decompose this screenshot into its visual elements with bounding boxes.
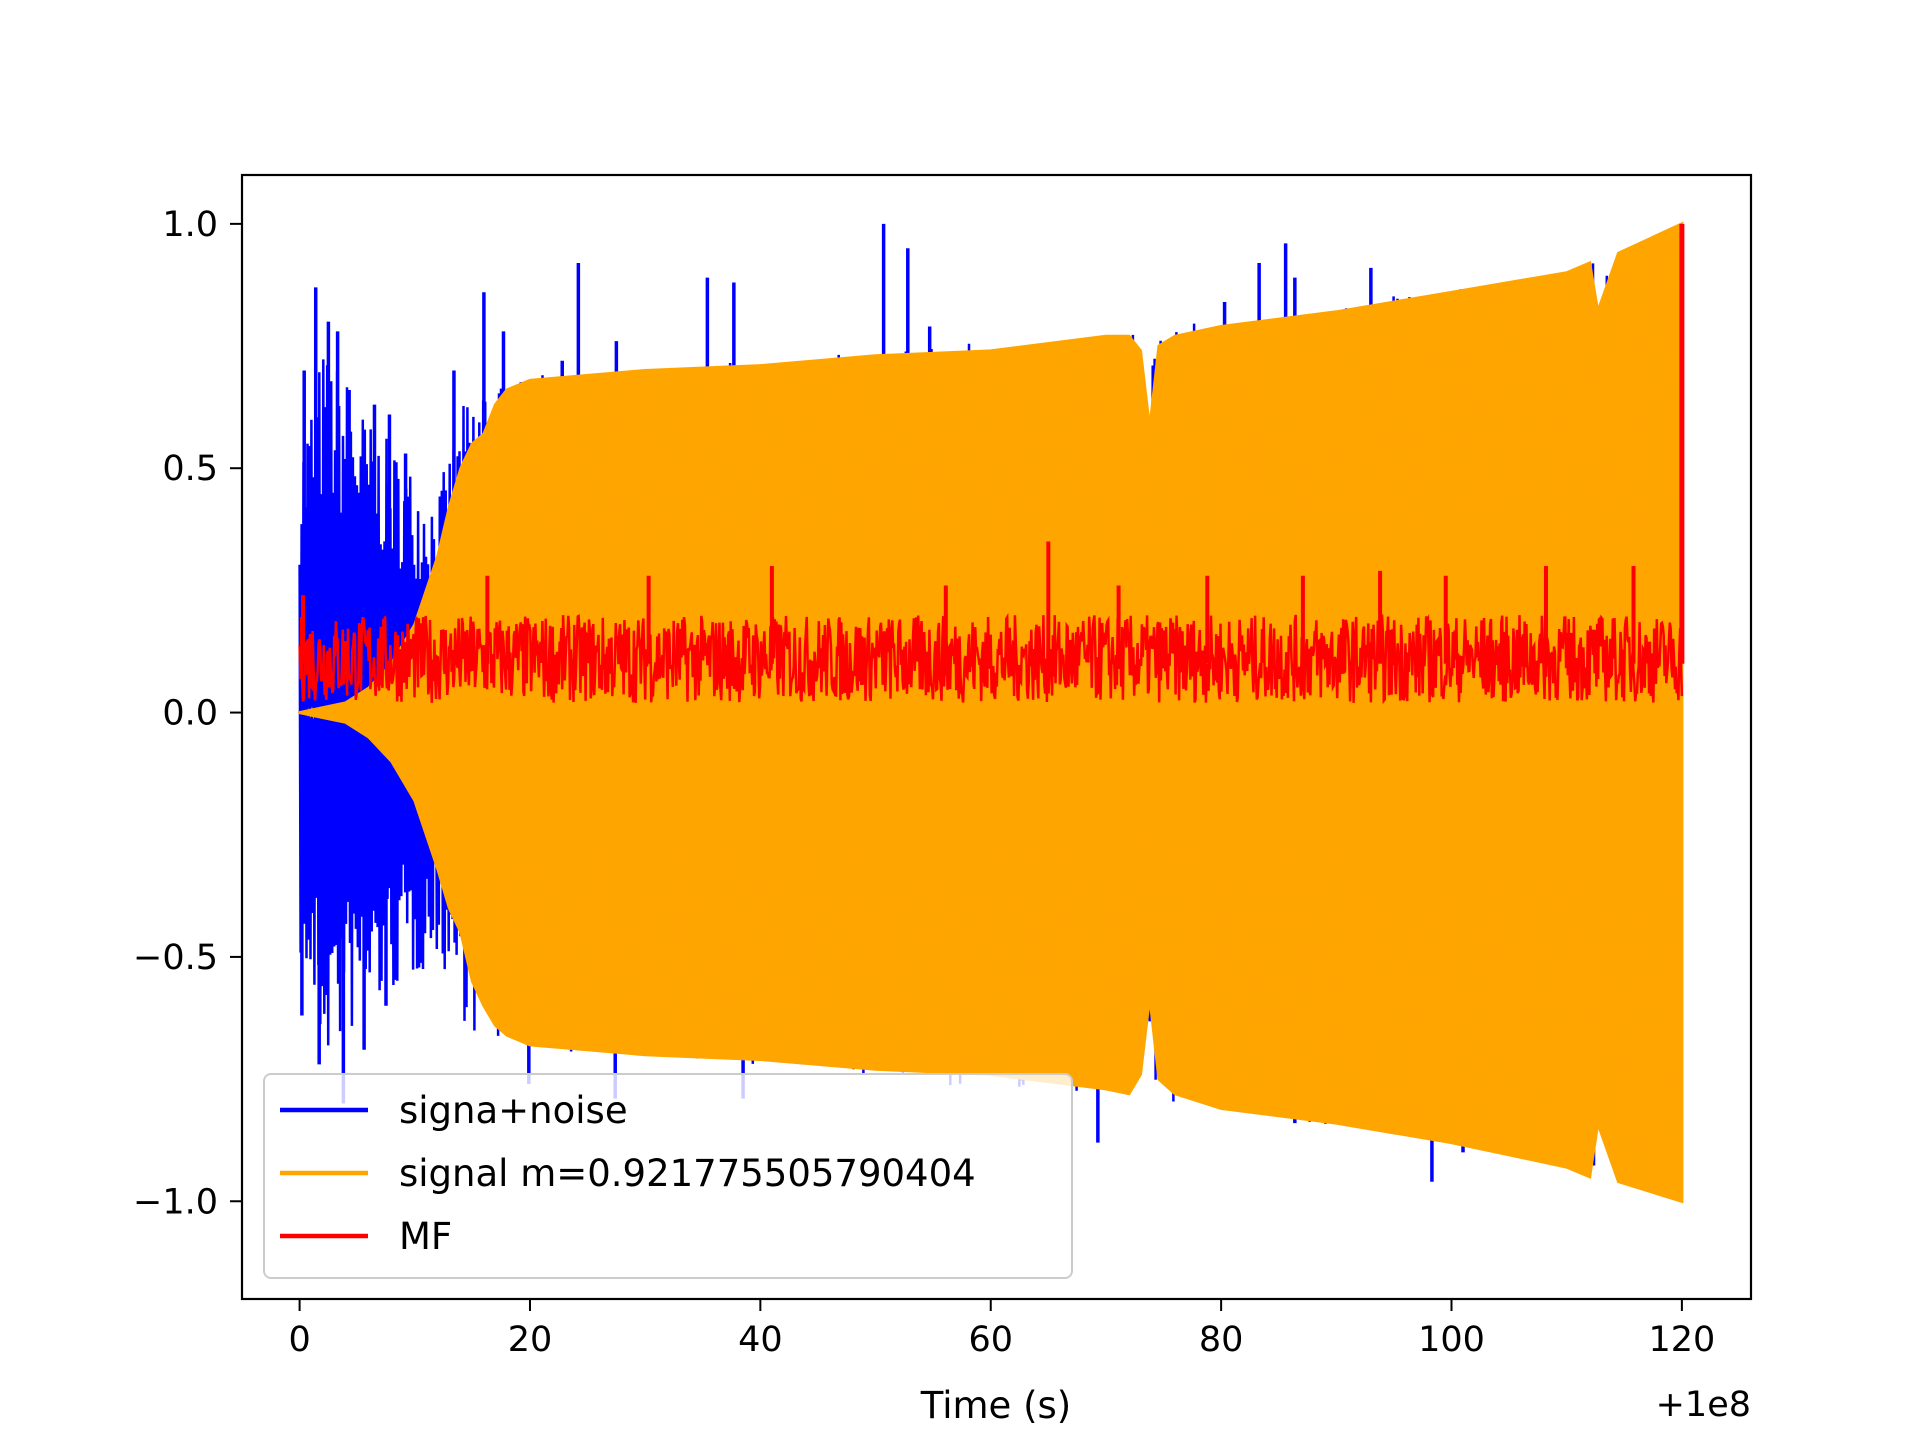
y-tick-label: −1.0 <box>133 1182 218 1222</box>
signal-trace <box>299 223 1683 1201</box>
series-signal <box>297 221 1684 1204</box>
legend-label: signa+noise <box>399 1089 628 1132</box>
y-tick-label: 0.5 <box>162 449 218 489</box>
x-tick-label: 40 <box>738 1320 783 1360</box>
x-axis: 0 20 40 60 80 100 120 <box>288 1299 1715 1360</box>
legend-label: signal m=0.921775505790404 <box>399 1152 976 1195</box>
y-tick-label: 1.0 <box>162 205 218 245</box>
x-tick-label: 60 <box>968 1320 1013 1360</box>
axes-frame <box>240 173 1753 1301</box>
y-axis: 1.0 0.5 0.0 −0.5 −1.0 <box>133 205 242 1222</box>
x-tick-label: 80 <box>1199 1320 1244 1360</box>
x-tick-label: 20 <box>508 1320 553 1360</box>
legend: signa+noise signal m=0.921775505790404 MF <box>263 1073 1073 1279</box>
x-axis-label: Time (s) <box>920 1384 1071 1427</box>
x-tick-label: 100 <box>1418 1320 1485 1360</box>
legend-label: MF <box>399 1215 452 1258</box>
x-tick-label: 120 <box>1648 1320 1715 1360</box>
legend-box <box>263 1073 1073 1279</box>
y-tick-label: 0.0 <box>162 694 218 734</box>
series-mf <box>298 223 1685 705</box>
x-tick-label: 0 <box>288 1320 310 1360</box>
plot-area <box>297 221 1685 1204</box>
x-offset-label: +1e8 <box>1656 1385 1751 1425</box>
mf-trace <box>298 612 1684 705</box>
y-tick-label: −0.5 <box>133 938 218 978</box>
